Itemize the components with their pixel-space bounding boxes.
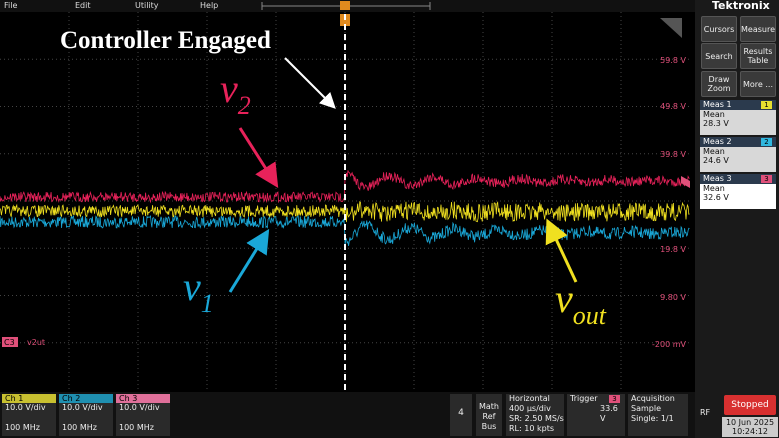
meas-label: Meas 2 [703, 137, 732, 146]
axis-label: 59.8 V [660, 56, 686, 65]
meas-box[interactable]: Meas 1 1 Mean 28.3 V [700, 100, 776, 135]
trace-badge[interactable] [2, 337, 18, 347]
meas-box[interactable]: Meas 2 2 Mean 24.6 V [700, 137, 776, 172]
side-button[interactable]: Results Table [740, 43, 776, 69]
channel-scale: 10.0 V/div [62, 403, 103, 412]
menu-item[interactable]: Utility [135, 1, 159, 10]
axis-label: 39.8 V [660, 150, 686, 159]
waveform-view: Controller Engaged v2 v1 vout C3 v2ut [0, 1, 690, 390]
trigger-marker [340, 1, 350, 10]
arrow [238, 127, 279, 189]
axis-label: 49.8 V [660, 102, 686, 111]
horizontal-box[interactable]: Horizontal 400 µs/div SR: 2.50 MS/s RL: … [506, 394, 564, 436]
meas-value: 24.6 V [703, 156, 729, 165]
label-v2: v2 [220, 66, 251, 120]
axis-label: 19.8 V [660, 245, 686, 254]
brand: Tektronix [712, 0, 770, 12]
meas-value: 32.6 V [703, 193, 729, 202]
axis-label: 9.80 V [660, 293, 686, 302]
trigger-source: 3 [609, 395, 620, 403]
math-ref-bus[interactable]: Math Ref Bus [476, 394, 502, 436]
channel-name: Ch 3 [116, 394, 170, 403]
menu-item[interactable]: Edit [75, 1, 91, 10]
level-marker [681, 176, 690, 188]
meas-badge: 2 [761, 138, 772, 146]
menu-item[interactable]: File [4, 1, 18, 10]
arrow [545, 218, 578, 283]
sample-rate: SR: 2.50 MS/s [509, 414, 564, 423]
side-button[interactable]: Cursors [701, 16, 737, 42]
trace-channel: C3 [4, 338, 15, 347]
side-button[interactable]: Search [701, 43, 737, 69]
meas-badge: 1 [761, 101, 772, 109]
trace [0, 200, 690, 223]
meas-stat: Mean [703, 184, 725, 193]
menu-item[interactable]: Help [200, 1, 219, 10]
channel-scale: 10.0 V/div [5, 403, 46, 412]
meas-label: Meas 3 [703, 174, 732, 183]
trigger-box[interactable]: Trigger 3 33.6 V [567, 394, 625, 436]
axis-label: -200 mV [652, 340, 686, 349]
label-vout: vout [555, 276, 607, 330]
channel-box[interactable]: Ch 3 10.0 V/div 100 MHz [116, 394, 170, 436]
arrow [228, 228, 270, 293]
channel-scale: 10.0 V/div [119, 403, 160, 412]
meas-value: 28.3 V [703, 119, 729, 128]
side-button[interactable]: More ... [740, 71, 776, 97]
meas-stat: Mean [703, 110, 725, 119]
add-channel[interactable]: 4 [450, 394, 472, 436]
label-v1: v1 [183, 264, 214, 318]
acquisition-box[interactable]: Acquisition Sample Single: 1/1 [628, 394, 688, 436]
run-status[interactable]: Stopped [724, 395, 776, 415]
horizontal-title: Horizontal [509, 394, 550, 403]
date: 10 Jun 2025 [725, 418, 775, 427]
annotation-title: Controller Engaged [60, 27, 271, 54]
meas-box[interactable]: Meas 3 3 Mean 32.6 V [700, 174, 776, 209]
meas-stat: Mean [703, 147, 725, 156]
arrow [284, 57, 336, 109]
channel-box[interactable]: Ch 2 10.0 V/div 100 MHz [59, 394, 113, 436]
clock: 10 Jun 2025 10:24:12 [722, 417, 778, 437]
channel-name: Ch 1 [2, 394, 56, 403]
trigger-level: 33.6 V [600, 404, 618, 423]
acquisition-title: Acquisition [631, 394, 675, 403]
side-button[interactable]: Measure [740, 16, 776, 42]
channel-name: Ch 2 [59, 394, 113, 403]
trigger-title: Trigger [570, 394, 598, 403]
acquisition-count: Single: 1/1 [631, 414, 674, 423]
zoom-corner[interactable] [660, 18, 682, 38]
rf[interactable]: RF [700, 408, 711, 417]
trace-name: v2ut [27, 338, 45, 347]
side-button[interactable]: Draw Zoom [701, 71, 737, 97]
channel-bandwidth: 100 MHz [119, 423, 154, 432]
channel-bandwidth: 100 MHz [62, 423, 97, 432]
channel-box[interactable]: Ch 1 10.0 V/div 100 MHz [2, 394, 56, 436]
channel-bandwidth: 100 MHz [5, 423, 40, 432]
record-length: RL: 10 kpts [509, 424, 554, 433]
meas-badge: 3 [761, 175, 772, 183]
horizontal-scale: 400 µs/div [509, 404, 551, 413]
time: 10:24:12 [732, 427, 768, 436]
acquisition-mode: Sample [631, 404, 661, 413]
meas-label: Meas 1 [703, 100, 732, 109]
